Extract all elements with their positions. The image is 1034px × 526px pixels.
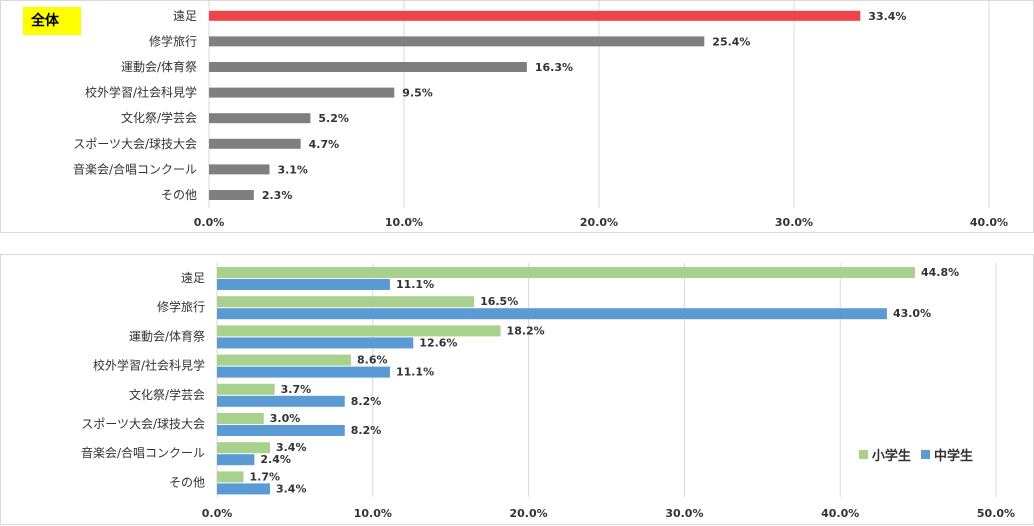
- legend: 小学生 中学生: [853, 445, 973, 464]
- data-label: 3.0%: [270, 412, 301, 425]
- bar-junior-high: [217, 279, 390, 290]
- bar: [209, 36, 705, 47]
- data-label: 3.4%: [276, 482, 307, 495]
- legend-item-elementary: 小学生: [858, 445, 911, 464]
- category-label: 遠足: [173, 9, 197, 23]
- category-label: スポーツ大会/球技大会: [73, 137, 197, 151]
- bar: [209, 87, 395, 98]
- bar: [209, 10, 861, 21]
- overall-chart: 0.0% 10.0% 20.0% 30.0% 40.0% 遠足 33.4% 修学旅行 25.4%…: [73, 1, 1008, 229]
- category-label: 音楽会/合唱コンクール: [73, 161, 197, 176]
- bar-elementary: [217, 296, 475, 308]
- bar-junior-high: [217, 366, 390, 378]
- data-label: 18.2%: [507, 324, 545, 337]
- data-label: 11.1%: [396, 366, 434, 379]
- bar: [209, 113, 311, 124]
- x-tick-label: 20.0%: [510, 507, 548, 520]
- bar-junior-high: [217, 483, 270, 495]
- bar-elementary: [217, 325, 501, 337]
- x-tick-label: 0.0%: [194, 216, 225, 229]
- grade-chart: 0.0% 10.0% 20.0% 30.0% 40.0% 50.0% 遠足 44.8% 11.1…: [81, 263, 1015, 520]
- bar-elementary: [217, 471, 244, 483]
- bar-elementary: [217, 383, 275, 395]
- bar-elementary: [217, 354, 351, 366]
- data-label: 8.2%: [351, 424, 382, 437]
- legend-swatch-junior-high: [920, 450, 930, 459]
- legend-item-junior-high: 中学生: [920, 445, 973, 464]
- category-label: 遠足: [181, 271, 205, 285]
- bar: [209, 62, 527, 72]
- grade-chart-panel: 0.0% 10.0% 20.0% 30.0% 40.0% 50.0% 遠足 44.8% 11.1…: [0, 254, 1034, 525]
- legend-label-elementary: 小学生: [871, 449, 911, 464]
- data-label: 11.1%: [396, 278, 434, 291]
- bar-junior-high: [217, 425, 345, 436]
- category-label: 修学旅行: [157, 299, 205, 314]
- category-label: 運動会/体育祭: [121, 59, 197, 74]
- category-label: 修学旅行: [149, 33, 197, 48]
- x-tick-label: 10.0%: [354, 507, 392, 520]
- x-tick-label: 30.0%: [665, 507, 703, 520]
- legend-swatch-elementary: [858, 450, 868, 459]
- overall-chart-panel: 全体 0.0% 10.0% 20.0% 30.0% 40.0% 遠足 33.4% 修学旅行 25…: [0, 0, 1034, 233]
- data-label: 33.4%: [868, 10, 906, 23]
- overall-badge: 全体: [23, 7, 81, 35]
- data-label: 3.7%: [281, 383, 312, 396]
- bar-junior-high: [217, 308, 887, 320]
- x-tick-label: 20.0%: [580, 216, 618, 229]
- category-label: 校外学習/社会科見学: [93, 358, 205, 373]
- legend-label-junior-high: 中学生: [933, 449, 973, 464]
- category-label: その他: [169, 475, 205, 489]
- bar: [209, 138, 301, 149]
- category-label: 文化祭/学芸会: [121, 110, 197, 125]
- data-label: 16.5%: [480, 295, 518, 308]
- data-label: 4.7%: [309, 138, 340, 151]
- bar: [209, 190, 254, 200]
- data-label: 3.4%: [276, 441, 307, 454]
- bar-elementary: [217, 413, 264, 424]
- category-label: 文化祭/学芸会: [129, 387, 205, 402]
- category-label: 運動会/体育祭: [129, 328, 205, 343]
- data-label: 3.1%: [277, 163, 308, 176]
- x-tick-label: 30.0%: [775, 216, 813, 229]
- data-label: 2.4%: [260, 453, 291, 466]
- category-label: スポーツ大会/球技大会: [81, 417, 205, 431]
- data-label: 1.7%: [249, 470, 280, 483]
- category-label: その他: [161, 188, 197, 202]
- category-label: 音楽会/合唱コンクール: [81, 445, 205, 460]
- data-label: 43.0%: [893, 307, 931, 320]
- data-label: 8.6%: [357, 354, 388, 367]
- x-tick-label: 50.0%: [977, 507, 1015, 520]
- data-label: 8.2%: [351, 395, 382, 408]
- data-label: 5.2%: [318, 112, 349, 125]
- bar-elementary: [217, 442, 270, 454]
- x-tick-label: 40.0%: [821, 507, 859, 520]
- x-tick-label: 0.0%: [202, 507, 233, 520]
- bar: [209, 164, 270, 175]
- bar-junior-high: [217, 454, 255, 466]
- x-tick-label: 10.0%: [385, 216, 423, 229]
- data-label: 9.5%: [402, 87, 433, 100]
- data-label: 16.3%: [535, 61, 573, 74]
- x-tick-label: 40.0%: [970, 216, 1008, 229]
- category-label: 校外学習/社会科見学: [85, 85, 197, 100]
- data-label: 12.6%: [419, 336, 457, 349]
- bar-junior-high: [217, 395, 345, 407]
- data-label: 2.3%: [262, 189, 293, 202]
- data-label: 44.8%: [921, 266, 959, 279]
- bar-elementary: [217, 267, 915, 278]
- bar-junior-high: [217, 337, 414, 349]
- data-label: 25.4%: [712, 35, 750, 48]
